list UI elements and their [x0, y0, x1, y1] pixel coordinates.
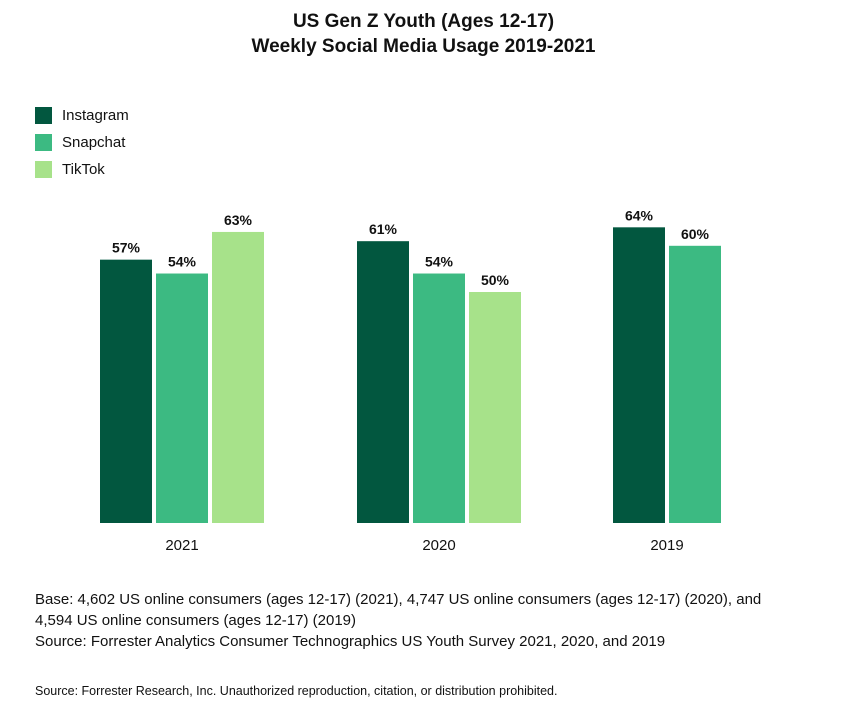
legend-item-instagram: Instagram: [35, 102, 129, 129]
category-label-2019: 2019: [650, 537, 683, 554]
bar-tiktok-2020: [469, 292, 521, 523]
bar-label-instagram-2019: 64%: [625, 207, 654, 223]
base-note-line-2: 4,594 US online consumers (ages 12-17) (…: [35, 612, 357, 629]
legend-label-instagram: Instagram: [62, 107, 129, 124]
bar-instagram-2020: [357, 241, 409, 523]
bar-label-snapchat-2020: 54%: [425, 254, 454, 270]
legend-swatch-instagram: [35, 107, 52, 124]
bar-instagram-2021: [100, 259, 152, 523]
bar-label-instagram-2020: 61%: [369, 221, 398, 237]
chart-notes: Base: 4,602 US online consumers (ages 12…: [35, 589, 825, 652]
chart-subtitle: Weekly Social Media Usage 2019-2021: [251, 36, 596, 57]
bar-label-tiktok-2021: 63%: [224, 212, 253, 228]
legend-item-snapchat: Snapchat: [35, 129, 129, 156]
bar-label-snapchat-2019: 60%: [681, 226, 710, 242]
copyright-note: Source: Forrester Research, Inc. Unautho…: [35, 684, 558, 698]
category-label-2020: 2020: [422, 537, 455, 554]
legend-label-snapchat: Snapchat: [62, 134, 126, 151]
chart-title: US Gen Z Youth (Ages 12-17): [292, 11, 555, 32]
legend-swatch-tiktok: [35, 161, 52, 178]
legend-label-tiktok: TikTok: [62, 161, 105, 178]
legend-item-tiktok: TikTok: [35, 156, 129, 183]
bar-tiktok-2021: [212, 231, 264, 523]
legend-swatch-snapchat: [35, 134, 52, 151]
bar-instagram-2019: [613, 227, 665, 523]
bar-label-instagram-2021: 57%: [112, 240, 141, 256]
bar-snapchat-2021: [156, 273, 208, 523]
bar-snapchat-2020: [413, 273, 465, 523]
base-note-line-1: Base: 4,602 US online consumers (ages 12…: [35, 591, 762, 608]
bar-chart: 57% 54% 63% 2021 61% 54% 50% 2020 64% 60% 2019: [100, 207, 721, 554]
bar-label-tiktok-2020: 50%: [481, 272, 510, 288]
category-label-2021: 2021: [165, 537, 198, 554]
source-note: Source: Forrester Analytics Consumer Tec…: [35, 633, 666, 650]
bar-label-snapchat-2021: 54%: [168, 254, 197, 270]
bar-snapchat-2019: [669, 245, 721, 524]
chart-legend: Instagram Snapchat TikTok: [35, 102, 129, 183]
